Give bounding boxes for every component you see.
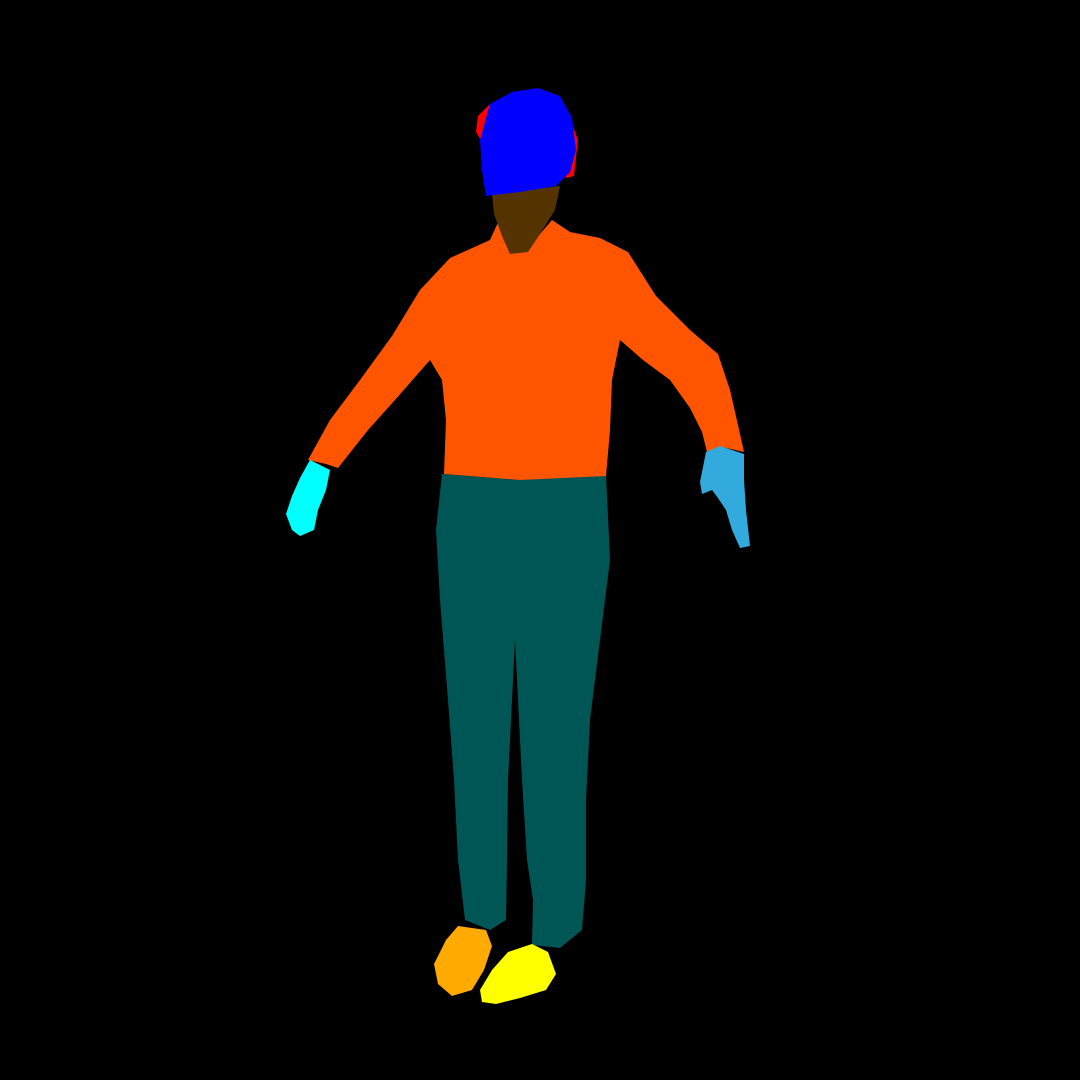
right-hand-segment (286, 460, 330, 536)
right-shoe-segment (434, 926, 492, 996)
hat-segment (480, 88, 576, 196)
left-shoe-segment (480, 944, 556, 1004)
pants-segment (436, 474, 610, 948)
hat-trim-left (476, 104, 490, 142)
left-hand-segment (700, 446, 750, 548)
shirt-segment (308, 218, 744, 480)
face-segment (492, 186, 560, 254)
